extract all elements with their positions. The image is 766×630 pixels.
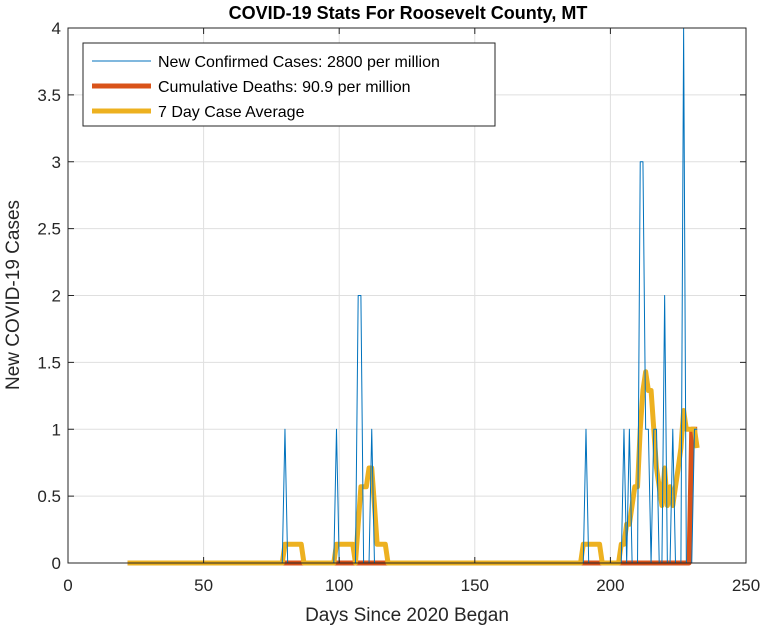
seven-day-average-line xyxy=(127,369,700,566)
legend: New Confirmed Cases: 2800 per million Cum… xyxy=(82,42,496,127)
legend-entry-new-cases-label: New Confirmed Cases: 2800 per million xyxy=(158,54,440,71)
y-tick-label: 0.5 xyxy=(37,487,61,506)
x-axis-label: Days Since 2020 Began xyxy=(305,605,509,626)
y-tick-label: 2.5 xyxy=(37,220,61,239)
x-tick-label: 150 xyxy=(461,576,489,595)
x-tick-label: 100 xyxy=(325,576,353,595)
y-tick-label: 2 xyxy=(52,287,61,306)
y-axis-label: New COVID-19 Cases xyxy=(3,200,24,390)
legend-box xyxy=(82,42,496,127)
y-tick-label: 0 xyxy=(52,554,61,573)
y-tick-label: 3.5 xyxy=(37,86,61,105)
y-tick-label: 1 xyxy=(52,420,61,439)
x-tick-label: 0 xyxy=(63,576,72,595)
y-tick-label: 3 xyxy=(52,153,61,172)
x-tick-label: 250 xyxy=(732,576,760,595)
ticks: 0 50 100 150 200 250 0 0.5 1 1.5 2 2.5 3 3.5 4 xyxy=(37,19,760,595)
y-tick-label: 1.5 xyxy=(37,353,61,372)
y-tick-label: 4 xyxy=(52,19,61,38)
legend-entry-deaths-label: Cumulative Deaths: 90.9 per million xyxy=(158,79,411,96)
x-tick-label: 50 xyxy=(194,576,213,595)
legend-entry-average-label: 7 Day Case Average xyxy=(158,104,305,121)
x-tick-label: 200 xyxy=(596,576,624,595)
chart-title: COVID-19 Stats For Roosevelt County, MT xyxy=(229,3,588,23)
